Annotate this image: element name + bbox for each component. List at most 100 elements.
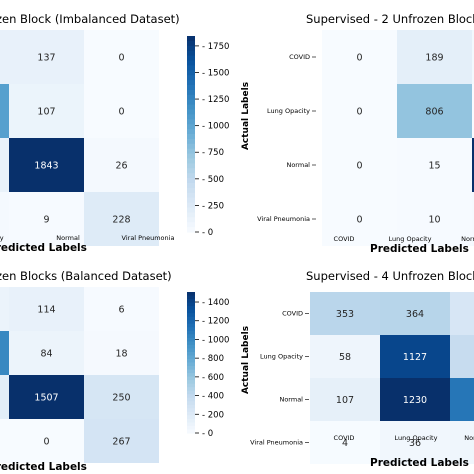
heatmap-cell [472,192,474,246]
colorbar-segment [187,104,195,111]
colorbar-segment [187,138,195,145]
panel-title: Supervised - 4 Unfrozen Blocks (I [306,269,474,283]
y-tick-label: Normal [279,396,303,404]
colorbar-segment [187,207,195,213]
cell-value: 0 [356,161,362,172]
colorbar-segment [187,114,195,120]
heatmap-cell [9,287,84,331]
x-axis-label: Predicted Labels [370,243,469,255]
heatmap-cell [397,84,472,138]
x-axis-label: Predicted Labels [0,461,87,473]
x-tick-label: Nor [464,434,474,442]
cell-value: 107 [37,107,55,118]
heatmap-cell [0,192,9,246]
colorbar-segment [187,173,195,179]
heatmap-cell [84,287,159,331]
heatmap-cell [397,30,472,84]
y-tick-label: COVID [282,310,303,318]
colorbar-segment [187,217,195,223]
colorbar-segment [187,40,195,47]
colorbar-segment [187,36,195,42]
colorbar-tick-label: - 1000 [202,122,229,132]
colorbar-segment [187,65,195,71]
colorbar-segment [187,55,195,62]
colorbar-tick-label: - 400 [202,392,224,402]
colorbar-segment [187,94,195,101]
cell-value: 1507 [34,393,58,404]
heatmap-cell [450,335,474,378]
colorbar-segment [187,129,195,135]
colorbar-segment [187,422,195,427]
colorbar-segment [187,425,195,431]
heatmap-cell [84,84,159,138]
heatmap-cell [310,292,380,335]
colorbar-segment [187,148,195,155]
colorbar-segment [187,355,195,360]
heatmap-cell [9,375,84,419]
heatmap-cell [310,378,380,421]
heatmap-cell [380,335,450,378]
colorbar-tick-label: - 500 [202,175,224,185]
colorbar-tick-label: - 800 [202,354,224,364]
cell-value: 250 [112,393,130,404]
panel-title: Supervised - 2 Unfrozen Blocks (I [306,12,474,26]
heatmap-cell [9,419,84,463]
cell-value: 137 [37,53,55,64]
x-tick-label: Lung Opacity [395,434,438,442]
colorbar-segment [187,292,195,297]
y-tick-label: Normal [286,161,310,169]
heatmap-cell [450,292,474,335]
y-tick-label: Viral Pneumonia [250,439,303,447]
colorbar-segment [187,212,195,218]
colorbar-segment [187,394,195,399]
heatmap-cell [472,84,474,138]
x-tick-label: Normal [56,234,80,242]
x-tick-label: Lung Opacity [389,235,432,243]
cell-value: 4 [342,438,348,449]
heatmap-cell [84,331,159,375]
cell-value: 18 [115,349,127,360]
colorbar-segment [187,163,195,169]
cell-value: 189 [425,53,443,64]
cell-value: 6 [118,305,124,316]
heatmap-cell [322,192,397,246]
colorbar-segment [187,348,195,353]
heatmap-cell [9,192,84,246]
colorbar-tick-label: - 1750 [202,42,229,52]
colorbar-segment [187,341,195,346]
cell-value: 1843 [34,161,58,172]
cell-value: 0 [118,107,124,118]
colorbar-segment [187,404,195,409]
cell-value: 10 [428,215,440,226]
colorbar-segment [187,320,195,325]
colorbar-tick-label: - 1400 [202,298,229,308]
colorbar-segment [187,99,195,106]
colorbar-segment [187,369,195,374]
colorbar-segment [187,323,195,328]
colorbar-segment [187,295,195,300]
heatmap-cell [0,287,9,331]
colorbar-segment [187,109,195,115]
heatmap-cell [84,192,159,246]
heatmap-cell [322,138,397,192]
colorbar-segment [187,197,195,204]
y-tick-label: Viral Pneumonia [257,215,310,223]
cell-value: 353 [336,309,354,320]
colorbar-segment [187,397,195,402]
colorbar-tick-label: - 1250 [202,95,229,105]
heatmap-cell [380,292,450,335]
colorbar-segment [187,124,195,130]
colorbar-segment [187,411,195,416]
y-tick-label: Lung Opacity [260,353,303,361]
heatmap-cell [0,331,9,375]
cell-value: 0 [356,107,362,118]
colorbar-segment [187,306,195,311]
colorbar-segment [187,178,195,184]
heatmap-cell [310,421,380,464]
colorbar-1: - 0 - 250 - 500 - 750 - 1000 - 1250 - 1500 - 17… [187,36,229,238]
heatmap-cell [450,378,474,421]
heatmap-cell [0,419,9,463]
heatmap-cell [397,138,472,192]
colorbar-2: - 0 - 200 - 400 - 600 - 800 - 1000 - 1200 - 140… [187,292,229,439]
colorbar-segment [187,387,195,392]
